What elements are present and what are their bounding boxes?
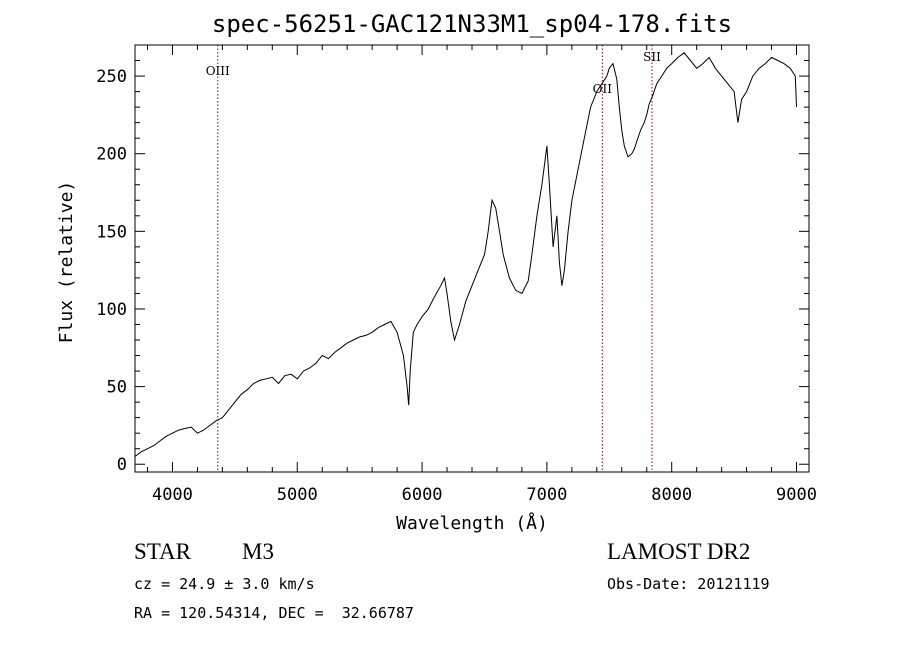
spectrum-chart: spec-56251-GAC121N33M1_sp04-178.fits OII… (56, 10, 817, 534)
y-tick-label: 250 (96, 67, 127, 87)
marker-label: OIII (206, 64, 230, 78)
x-tick-label: 5000 (277, 485, 318, 505)
x-tick-label: 7000 (526, 485, 567, 505)
marker-label: OII (593, 82, 613, 96)
y-tick-label: 0 (117, 455, 127, 475)
marker-label: SII (643, 50, 661, 64)
y-axis-label: Flux (relative) (56, 181, 77, 344)
line-markers: OIII OII SII (206, 45, 661, 472)
x-axis: 4000 5000 6000 7000 8000 9000 (146, 45, 817, 505)
spectrum-line (134, 52, 797, 457)
redshift-info: cz = 24.9 ± 3.0 km/s (134, 575, 315, 593)
object-subclass: M3 (242, 539, 274, 564)
observation-date: Obs-Date: 20121119 (607, 575, 770, 593)
y-tick-label: 200 (96, 145, 127, 165)
y-tick-label: 50 (107, 378, 127, 398)
y-axis: 0 50 100 150 200 250 (96, 60, 809, 475)
y-tick-label: 150 (96, 222, 127, 242)
x-tick-label: 6000 (402, 485, 443, 505)
plot-frame (134, 44, 810, 473)
object-class: STAR (134, 539, 191, 564)
x-tick-label: 8000 (651, 485, 692, 505)
coordinates-info: RA = 120.54314, DEC = 32.66787 (134, 604, 414, 622)
x-tick-label: 9000 (776, 485, 817, 505)
x-tick-label: 4000 (152, 485, 193, 505)
x-axis-label: Wavelength (Å) (396, 512, 548, 534)
y-tick-label: 100 (96, 300, 127, 320)
survey-name: LAMOST DR2 (607, 539, 751, 564)
chart-title: spec-56251-GAC121N33M1_sp04-178.fits (212, 10, 732, 38)
